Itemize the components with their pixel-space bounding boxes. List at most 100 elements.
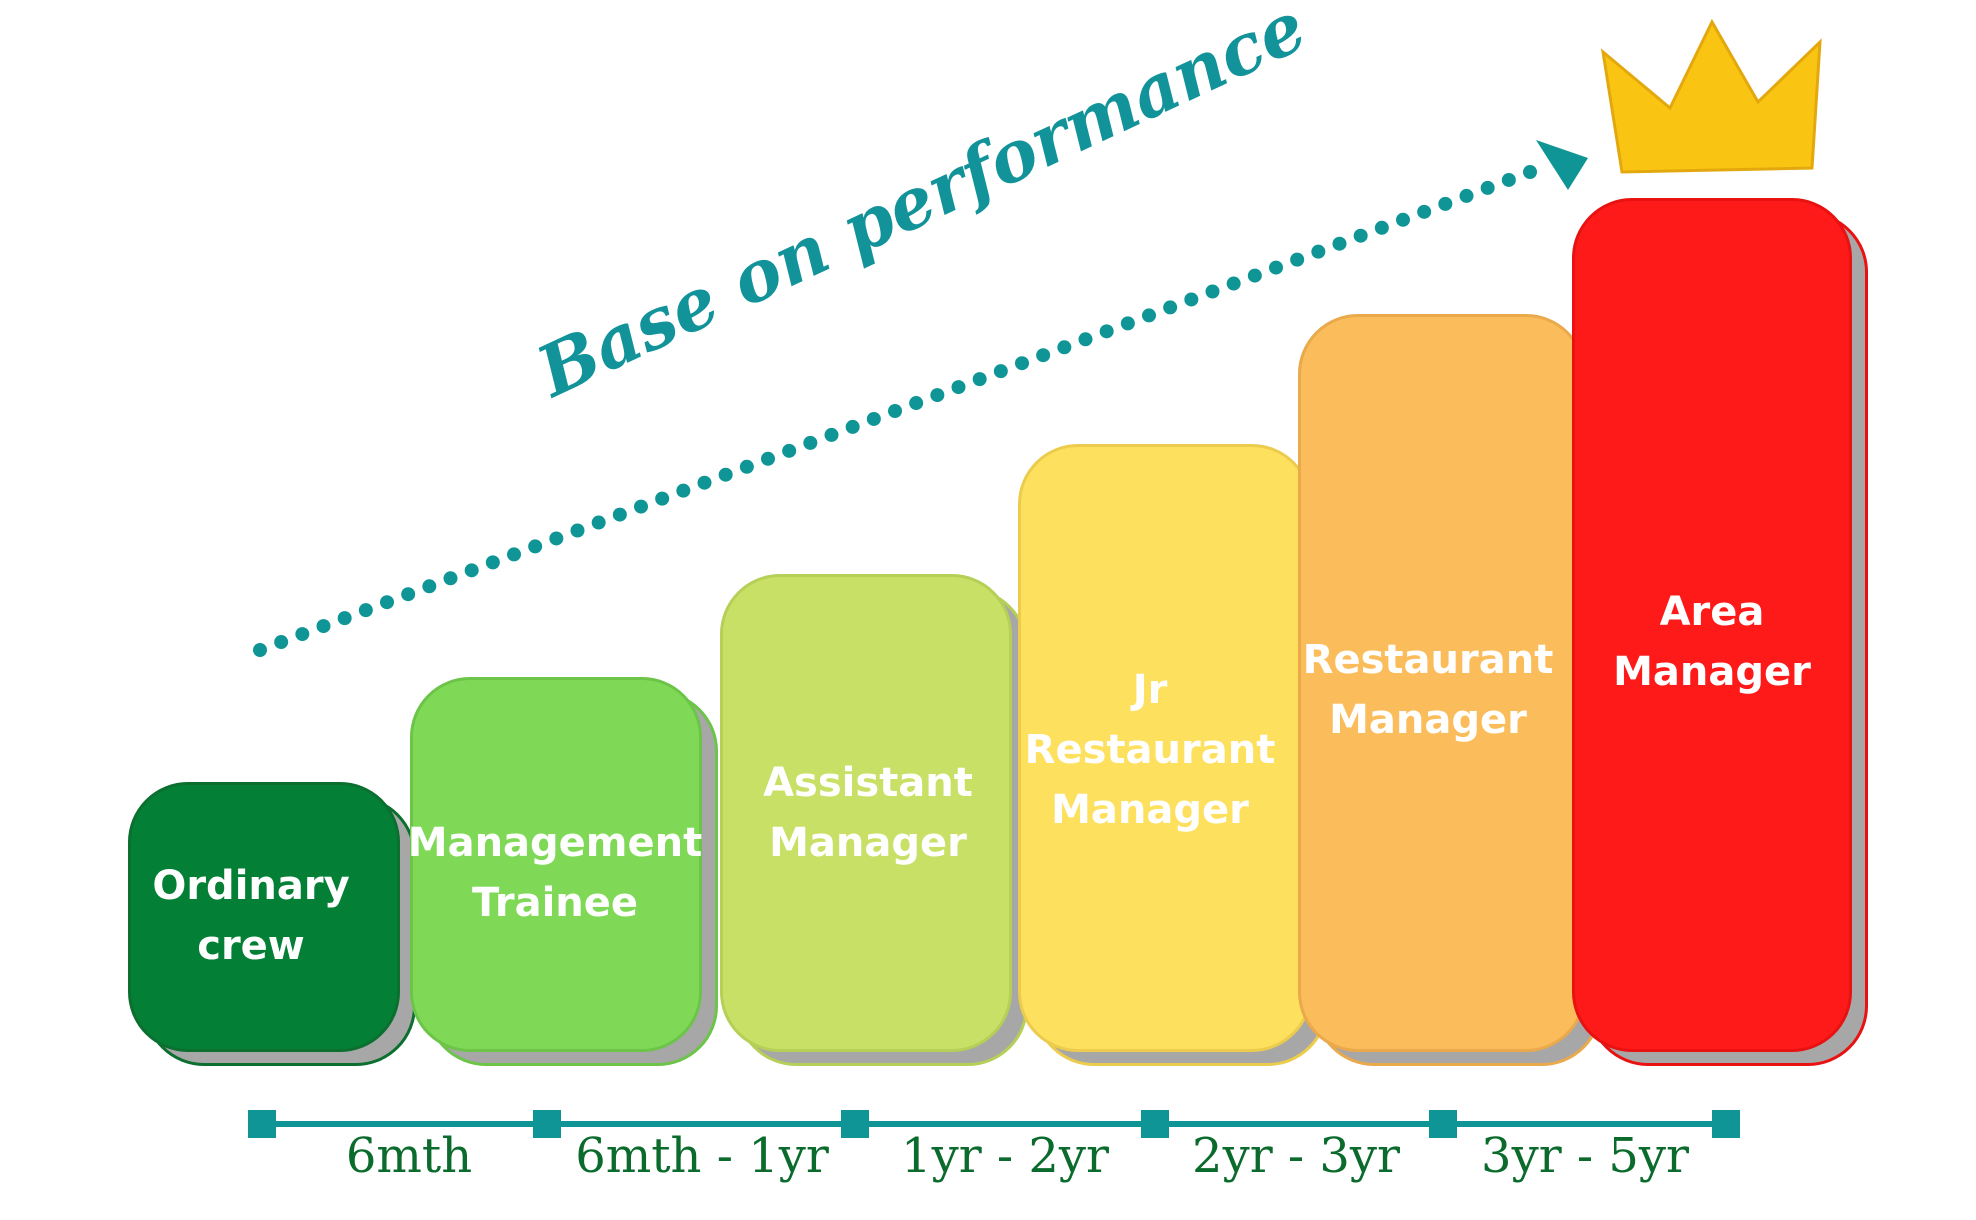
arrow-dot <box>739 459 754 474</box>
arrow-dot <box>1332 236 1347 251</box>
arrow-dot <box>464 563 479 578</box>
arrow-dot <box>1099 324 1114 339</box>
timeline-marker <box>841 1110 869 1138</box>
arrow-dot <box>1353 228 1368 243</box>
level-label-line: Restaurant <box>1024 727 1276 773</box>
arrow-dot <box>655 491 670 506</box>
arrow-dot <box>676 483 691 498</box>
arrow-dot <box>972 372 987 387</box>
timeline-label: 1yr - 2yr <box>901 1128 1109 1184</box>
timeline-marker <box>1712 1110 1740 1138</box>
level-label-line: Manager <box>1051 787 1249 833</box>
arrow-dot <box>888 404 902 418</box>
arrow-dot <box>1269 260 1283 275</box>
level-label-line: Manager <box>1329 697 1527 743</box>
arrow-dot <box>316 619 331 634</box>
arrow-dot <box>337 611 352 626</box>
crown-icon <box>1600 18 1822 174</box>
level-box <box>720 574 1012 1052</box>
arrow-dot <box>1480 180 1495 195</box>
arrow-dot <box>1290 252 1305 267</box>
level-label: Area Manager <box>1562 582 1862 702</box>
level-label-line: Jr <box>1132 667 1168 713</box>
level-label-line: Ordinary <box>152 863 350 909</box>
arrow-dot <box>1015 356 1029 371</box>
arrow-dot <box>380 595 394 610</box>
arrow-dot <box>274 635 289 650</box>
arrow-dot <box>1311 244 1326 259</box>
arrow-dot <box>761 451 775 466</box>
timeline-label: 2yr - 3yr <box>1192 1128 1400 1184</box>
level-label-line: crew <box>197 923 305 969</box>
arrow-dot <box>570 523 585 538</box>
arrow-dot <box>993 364 1008 379</box>
arrow-dot <box>528 539 543 554</box>
arrow-dot <box>1036 348 1051 363</box>
arrow-dot <box>253 643 267 657</box>
arrow-dot <box>1501 172 1516 187</box>
arrow-dot <box>507 547 521 562</box>
arrow-dot <box>1163 300 1178 315</box>
level-box <box>128 782 400 1052</box>
arrow-dot <box>909 396 924 411</box>
arrow-dot <box>1396 212 1410 227</box>
level-label: Assistant Manager <box>718 753 1018 873</box>
level-label-line: Trainee <box>471 880 639 926</box>
timeline-marker <box>248 1110 276 1138</box>
level-label-line: Area <box>1659 589 1765 635</box>
arrow-dot <box>1205 284 1220 299</box>
arrow-dot <box>1523 165 1537 179</box>
level-label-line: Restaurant <box>1302 637 1554 683</box>
arrow-dot <box>443 571 458 586</box>
arrow-dot <box>401 587 416 602</box>
level-label-line: Manager <box>769 820 967 866</box>
level-label-line: Assistant <box>763 760 973 806</box>
arrow-dot <box>866 411 881 426</box>
arrow-dot <box>697 475 712 490</box>
arrow-dot <box>803 435 818 450</box>
arrow-dot <box>612 507 627 522</box>
level-label-line: Manager <box>1613 649 1811 695</box>
arrow-dot <box>1078 332 1093 347</box>
timeline-marker <box>1429 1110 1457 1138</box>
arrow-dot <box>1142 308 1156 323</box>
arrow-dot <box>951 380 966 395</box>
arrow-dot <box>1374 220 1389 235</box>
level-box <box>410 677 702 1052</box>
timeline-label: 6mth <box>345 1128 473 1184</box>
level-label: Management Trainee <box>405 813 705 933</box>
arrow-dot <box>824 427 839 442</box>
timeline-marker <box>1141 1110 1169 1138</box>
arrow-dot <box>1120 316 1135 331</box>
arrow-dot <box>485 555 500 570</box>
dotted-arrow <box>253 165 1537 657</box>
arrow-dot <box>845 419 860 434</box>
arrow-dot <box>1438 196 1453 211</box>
level-label: Restaurant Manager <box>1278 630 1578 750</box>
level-box <box>1572 198 1852 1052</box>
arrow-dot <box>422 579 437 594</box>
arrow-dot <box>549 531 564 546</box>
arrow-head-icon <box>1536 140 1588 190</box>
timeline-markers <box>248 1110 1740 1138</box>
arrow-dot <box>1057 340 1072 355</box>
arrow-dot <box>1184 292 1199 307</box>
arrow-dot <box>1226 276 1241 291</box>
level-box <box>1298 314 1586 1052</box>
timeline-label: 6mth - 1yr <box>575 1128 829 1184</box>
arrow-dot <box>1417 204 1432 219</box>
arrow-dot <box>782 443 797 458</box>
timeline <box>248 1110 1740 1138</box>
arrow-dot <box>1247 268 1262 283</box>
arrow-dot <box>295 627 310 642</box>
arrow-dot <box>718 467 733 482</box>
arrow-dot <box>1459 188 1474 203</box>
timeline-marker <box>533 1110 561 1138</box>
arrow-dot <box>634 499 648 514</box>
arrow-dot <box>358 603 373 618</box>
timeline-label: 3yr - 5yr <box>1481 1128 1689 1184</box>
arrow-dot <box>591 515 606 530</box>
level-label: Ordinary crew <box>101 856 401 976</box>
